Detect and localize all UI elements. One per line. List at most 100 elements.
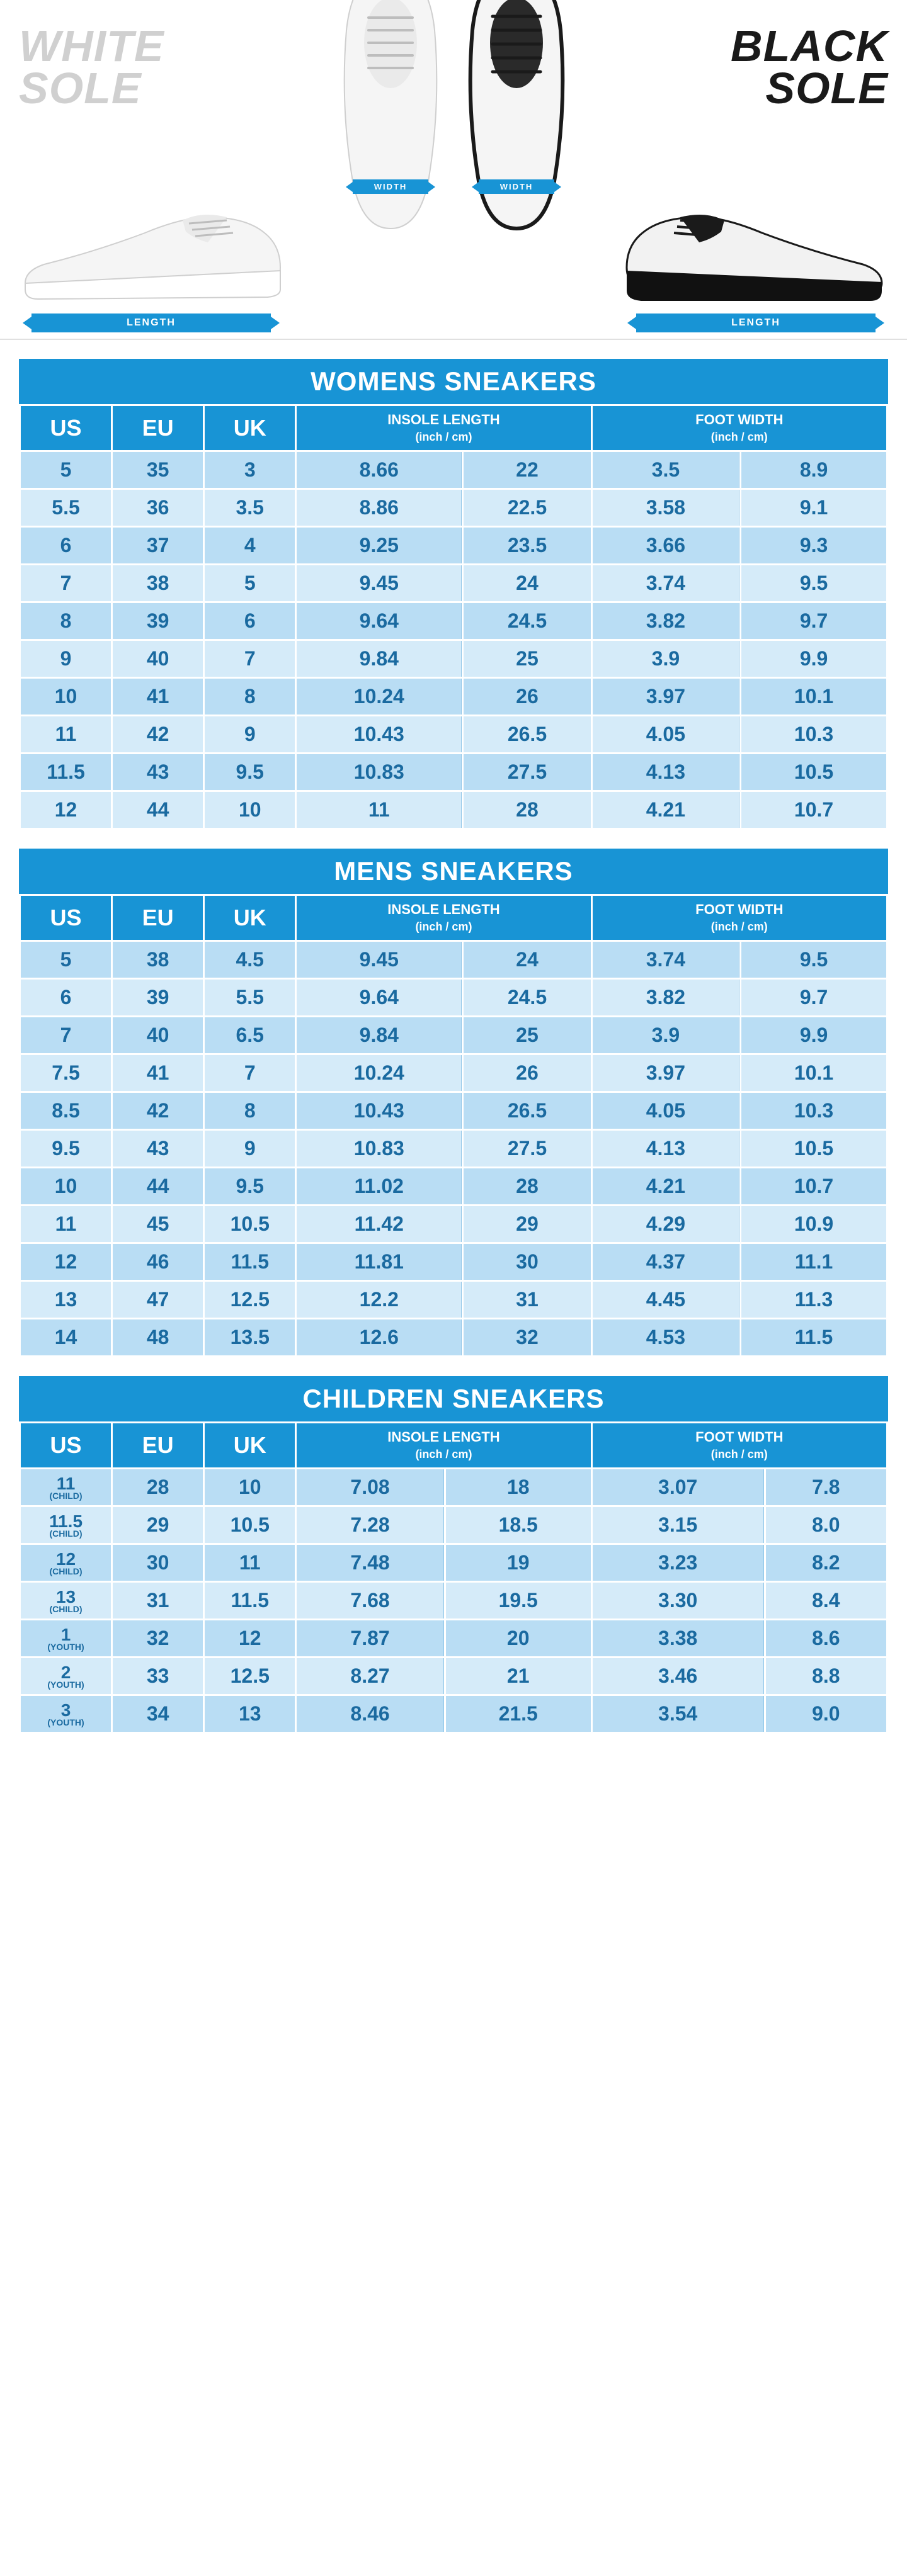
cell-eu: 39	[113, 980, 203, 1015]
table-row: 73859.45243.749.5	[21, 565, 886, 601]
cell-insole-cm: 26.5	[464, 1093, 590, 1129]
cell-us: 11.5	[21, 754, 111, 790]
cell-insole-cm: 22.5	[464, 490, 590, 526]
white-sole-shoe: LENGTH	[19, 183, 283, 332]
size-table-section: CHILDREN SNEAKERSUSEUUKINSOLE LENGTH(inc…	[0, 1376, 907, 1734]
size-table-section: MENS SNEAKERSUSEUUKINSOLE LENGTH(inch / …	[0, 849, 907, 1357]
cell-insole-in: 7.87	[297, 1620, 444, 1656]
cell-us: 12(CHILD)	[21, 1545, 111, 1581]
cell-foot-in: 4.05	[593, 716, 740, 752]
th-foot: FOOT WIDTH(inch / cm)	[593, 896, 886, 940]
cell-uk: 8	[205, 1093, 295, 1129]
table-title: CHILDREN SNEAKERS	[19, 1376, 888, 1421]
table-row: 53538.66223.58.9	[21, 452, 886, 488]
cell-insole-cm: 23.5	[464, 528, 590, 563]
cell-uk: 13.5	[205, 1319, 295, 1355]
cell-foot-cm: 9.1	[741, 490, 886, 526]
cell-foot-in: 4.37	[593, 1244, 740, 1280]
cell-foot-in: 3.97	[593, 1055, 740, 1091]
cell-uk: 7	[205, 1055, 295, 1091]
cell-us: 9	[21, 641, 111, 677]
cell-us: 11.5(CHILD)	[21, 1507, 111, 1543]
size-table: USEUUKINSOLE LENGTH(inch / cm)FOOT WIDTH…	[19, 404, 888, 830]
cell-us: 1(YOUTH)	[21, 1620, 111, 1656]
cell-insole-cm: 19	[446, 1545, 591, 1581]
cell-insole-in: 10.83	[297, 1131, 462, 1167]
black-sole-shoe: LENGTH	[624, 183, 888, 332]
cell-insole-cm: 25	[464, 641, 590, 677]
cell-us: 12	[21, 1244, 111, 1280]
cell-insole-cm: 22	[464, 452, 590, 488]
table-row: 134712.512.2314.4511.3	[21, 1282, 886, 1318]
cell-eu: 41	[113, 1055, 203, 1091]
cell-us: 3(YOUTH)	[21, 1696, 111, 1732]
cell-uk: 12.5	[205, 1658, 295, 1694]
cell-insole-in: 9.45	[297, 942, 462, 978]
th-foot: FOOT WIDTH(inch / cm)	[593, 1423, 886, 1467]
cell-foot-in: 3.66	[593, 528, 740, 563]
table-row: 12(CHILD)30117.48193.238.2	[21, 1545, 886, 1581]
th-eu: EU	[113, 896, 203, 940]
cell-eu: 31	[113, 1583, 203, 1618]
cell-foot-cm: 9.3	[741, 528, 886, 563]
table-row: 13(CHILD)3111.57.6819.53.308.4	[21, 1583, 886, 1618]
cell-uk: 9.5	[205, 1168, 295, 1204]
width-measure-bar: WIDTH	[479, 179, 554, 194]
th-eu: EU	[113, 1423, 203, 1467]
cell-insole-in: 7.68	[297, 1583, 444, 1618]
cell-foot-in: 3.82	[593, 980, 740, 1015]
table-row: 5.5363.58.8622.53.589.1	[21, 490, 886, 526]
cell-insole-in: 12.6	[297, 1319, 462, 1355]
cell-foot-in: 3.46	[593, 1658, 764, 1694]
shoe-side-icon	[624, 183, 888, 308]
cell-insole-cm: 26	[464, 679, 590, 715]
cell-eu: 28	[113, 1469, 203, 1505]
cell-uk: 7	[205, 641, 295, 677]
cell-insole-cm: 32	[464, 1319, 590, 1355]
cell-us: 11	[21, 716, 111, 752]
table-row: 3(YOUTH)34138.4621.53.549.0	[21, 1696, 886, 1732]
cell-us: 13(CHILD)	[21, 1583, 111, 1618]
cell-foot-in: 3.15	[593, 1507, 764, 1543]
cell-insole-in: 10.24	[297, 679, 462, 715]
cell-insole-cm: 27.5	[464, 754, 590, 790]
cell-insole-cm: 26	[464, 1055, 590, 1091]
cell-foot-in: 3.9	[593, 1017, 740, 1053]
cell-insole-in: 11.02	[297, 1168, 462, 1204]
cell-us: 10	[21, 1168, 111, 1204]
cell-eu: 38	[113, 565, 203, 601]
cell-uk: 10.5	[205, 1507, 295, 1543]
cell-us: 7	[21, 565, 111, 601]
table-row: 114510.511.42294.2910.9	[21, 1206, 886, 1242]
cell-us: 9.5	[21, 1131, 111, 1167]
width-measure-bar: WIDTH	[353, 179, 428, 194]
cell-foot-cm: 10.3	[741, 1093, 886, 1129]
black-sole-label: BLACK SOLE	[731, 25, 888, 109]
cell-eu: 42	[113, 1093, 203, 1129]
cell-us: 5	[21, 942, 111, 978]
table-row: 1(YOUTH)32127.87203.388.6	[21, 1620, 886, 1656]
table-row: 6395.59.6424.53.829.7	[21, 980, 886, 1015]
cell-foot-in: 3.54	[593, 1696, 764, 1732]
th-insole: INSOLE LENGTH(inch / cm)	[297, 896, 590, 940]
cell-foot-cm: 10.7	[741, 792, 886, 828]
table-title: WOMENS SNEAKERS	[19, 359, 888, 404]
cell-eu: 44	[113, 1168, 203, 1204]
th-eu: EU	[113, 406, 203, 450]
cell-eu: 37	[113, 528, 203, 563]
cell-foot-cm: 10.7	[741, 1168, 886, 1204]
cell-foot-cm: 10.9	[741, 1206, 886, 1242]
cell-foot-cm: 9.5	[741, 942, 886, 978]
cell-foot-in: 3.07	[593, 1469, 764, 1505]
cell-uk: 3	[205, 452, 295, 488]
cell-us: 13	[21, 1282, 111, 1318]
cell-uk: 11.5	[205, 1583, 295, 1618]
cell-uk: 11	[205, 1545, 295, 1581]
cell-uk: 3.5	[205, 490, 295, 526]
shoe-top-pair: WIDTH WIDTH	[334, 0, 573, 332]
cell-foot-in: 3.9	[593, 641, 740, 677]
cell-insole-in: 10.43	[297, 716, 462, 752]
cell-insole-in: 8.86	[297, 490, 462, 526]
cell-insole-in: 8.66	[297, 452, 462, 488]
cell-insole-in: 8.46	[297, 1696, 444, 1732]
